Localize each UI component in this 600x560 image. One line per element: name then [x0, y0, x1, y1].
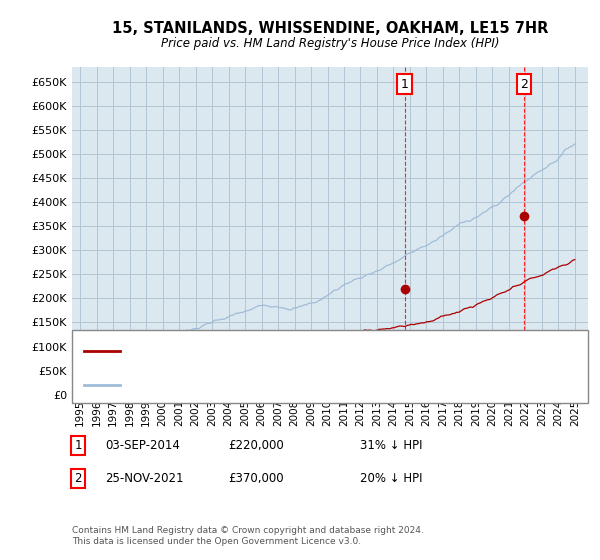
- Text: 25-NOV-2021: 25-NOV-2021: [105, 472, 184, 486]
- Text: £220,000: £220,000: [228, 438, 284, 452]
- Text: 03-SEP-2014: 03-SEP-2014: [105, 438, 180, 452]
- Text: Price paid vs. HM Land Registry's House Price Index (HPI): Price paid vs. HM Land Registry's House …: [161, 38, 499, 50]
- Text: 2: 2: [520, 77, 528, 91]
- Text: 20% ↓ HPI: 20% ↓ HPI: [360, 472, 422, 486]
- Text: 31% ↓ HPI: 31% ↓ HPI: [360, 438, 422, 452]
- Text: 1: 1: [74, 438, 82, 452]
- Text: £370,000: £370,000: [228, 472, 284, 486]
- Text: 2: 2: [74, 472, 82, 486]
- Text: 15, STANILANDS, WHISSENDINE, OAKHAM, LE15 7HR: 15, STANILANDS, WHISSENDINE, OAKHAM, LE1…: [112, 21, 548, 36]
- Text: 15, STANILANDS, WHISSENDINE, OAKHAM, LE15 7HR (detached house): 15, STANILANDS, WHISSENDINE, OAKHAM, LE1…: [129, 346, 519, 356]
- Text: 1: 1: [401, 77, 409, 91]
- Text: HPI: Average price, detached house, Rutland: HPI: Average price, detached house, Rutl…: [129, 380, 373, 390]
- Text: Contains HM Land Registry data © Crown copyright and database right 2024.
This d: Contains HM Land Registry data © Crown c…: [72, 526, 424, 546]
